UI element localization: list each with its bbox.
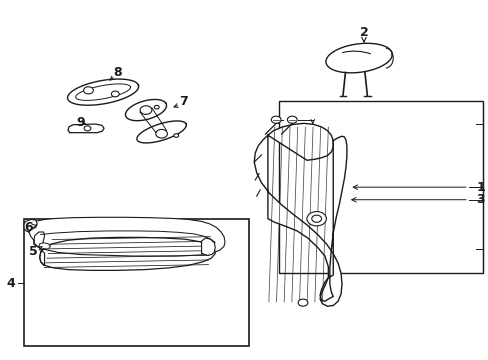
Polygon shape <box>34 232 44 265</box>
Polygon shape <box>24 220 37 232</box>
Circle shape <box>140 106 152 114</box>
Text: 8: 8 <box>113 66 122 79</box>
Text: 4: 4 <box>6 277 15 290</box>
Circle shape <box>84 126 91 131</box>
Circle shape <box>287 116 297 123</box>
Polygon shape <box>125 99 186 143</box>
Text: 6: 6 <box>24 221 33 234</box>
Circle shape <box>311 215 321 222</box>
Bar <box>278 101 483 273</box>
Text: 7: 7 <box>179 95 187 108</box>
Circle shape <box>111 91 119 97</box>
Circle shape <box>298 299 307 306</box>
Circle shape <box>271 116 281 123</box>
Polygon shape <box>320 136 346 301</box>
Polygon shape <box>39 243 50 249</box>
Circle shape <box>173 134 178 137</box>
Polygon shape <box>254 123 341 306</box>
Text: 5: 5 <box>29 244 38 257</box>
Text: 2: 2 <box>359 27 367 40</box>
Polygon shape <box>201 238 215 255</box>
Polygon shape <box>68 124 104 133</box>
Text: 3: 3 <box>476 193 484 206</box>
Circle shape <box>306 212 326 226</box>
Circle shape <box>156 130 167 138</box>
Polygon shape <box>325 43 391 73</box>
Bar <box>24 220 249 346</box>
Text: 1: 1 <box>476 181 485 194</box>
Polygon shape <box>67 79 139 105</box>
Circle shape <box>83 87 93 94</box>
Polygon shape <box>29 217 224 256</box>
Circle shape <box>154 105 159 109</box>
Polygon shape <box>40 237 215 270</box>
Text: 9: 9 <box>77 116 85 129</box>
